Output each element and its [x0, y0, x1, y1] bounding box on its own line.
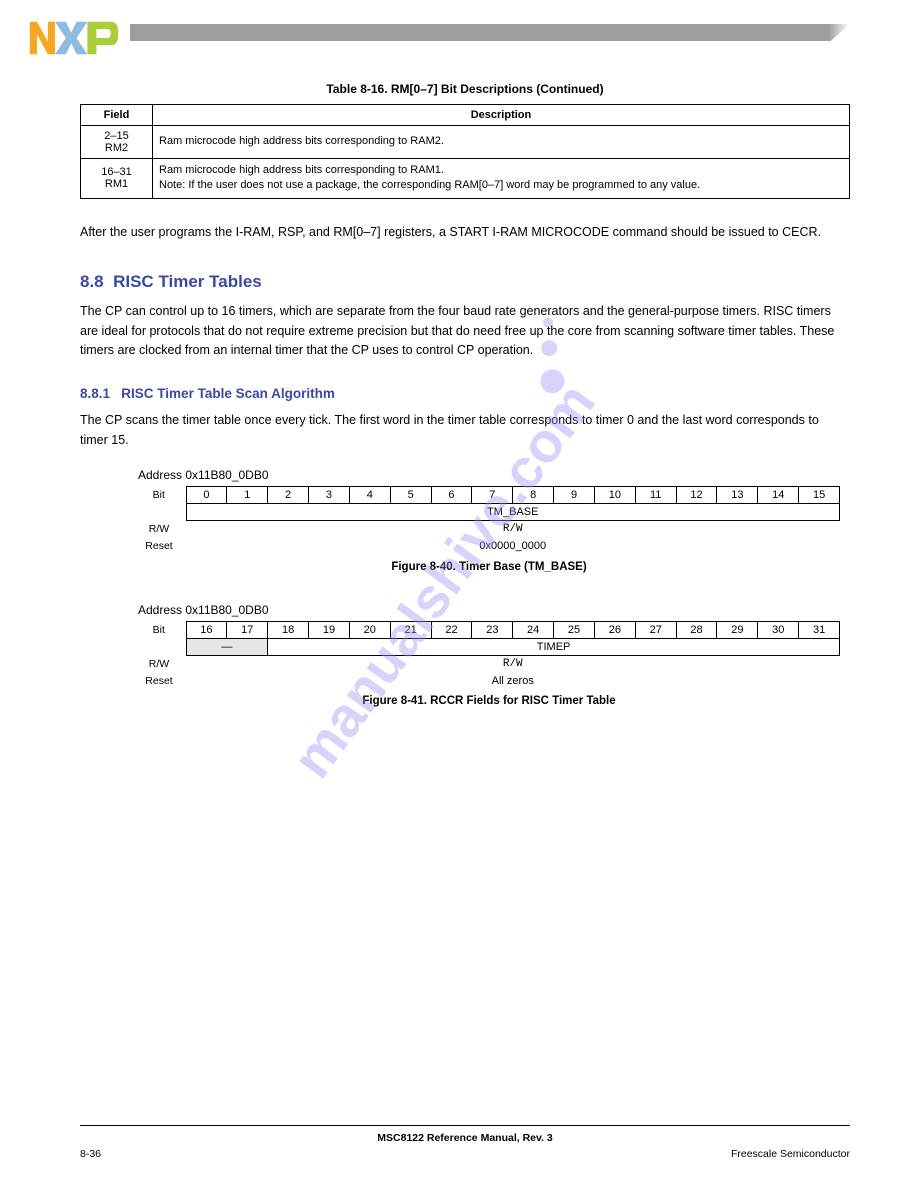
bit-row-label: Bit	[138, 621, 186, 638]
bit-cell: 27	[635, 621, 676, 638]
table-row: 2–15 RM2 Ram microcode high address bits…	[81, 126, 850, 159]
paragraph: After the user programs the I-RAM, RSP, …	[80, 223, 850, 242]
footer-page-number: 8-36	[80, 1148, 101, 1160]
reset-value: 0x0000_0000	[186, 538, 840, 555]
bit-cell: 26	[594, 621, 635, 638]
bit-cell: 17	[227, 621, 268, 638]
nxp-logo	[28, 18, 118, 58]
rw-row-label: R/W	[138, 521, 186, 538]
table-cell-desc: Ram microcode high address bits correspo…	[153, 159, 850, 199]
section-title: RISC Timer Tables	[113, 272, 262, 291]
bit-cell: 7	[472, 487, 513, 504]
bit-cell: 5	[390, 487, 431, 504]
table-row: R/W R/W	[138, 521, 840, 538]
rw-value: R/W	[186, 521, 840, 538]
header-horizontal-bar	[130, 24, 850, 41]
bit-cell: 16	[186, 621, 227, 638]
bit-cell: 30	[758, 621, 799, 638]
bit-cell: 0	[186, 487, 227, 504]
field-name-cell: TM_BASE	[186, 504, 840, 521]
section-body: The CP can control up to 16 timers, whic…	[80, 302, 850, 360]
table-cell-desc: Ram microcode high address bits correspo…	[153, 126, 850, 159]
table-16-title: Table 8-16. RM[0–7] Bit Descriptions (Co…	[80, 82, 850, 96]
bit-cell: 1	[227, 487, 268, 504]
bit-cell: 24	[513, 621, 554, 638]
table-cell-field: 2–15 RM2	[81, 126, 153, 159]
table-row: R/W R/W	[138, 655, 840, 672]
rw-row-label: R/W	[138, 655, 186, 672]
subsection-body: The CP scans the timer table once every …	[80, 411, 850, 450]
field-name-cell: TIMEP	[268, 638, 840, 655]
bit-cell: 14	[758, 487, 799, 504]
bit-cell: 13	[717, 487, 758, 504]
bit-cell: 23	[472, 621, 513, 638]
bit-cell: 9	[554, 487, 595, 504]
page-content: Table 8-16. RM[0–7] Bit Descriptions (Co…	[80, 82, 850, 707]
rw-value: R/W	[186, 655, 840, 672]
reset-row-label: Reset	[138, 538, 186, 555]
bit-cell: 4	[349, 487, 390, 504]
rm-bit-table: Field Description 2–15 RM2 Ram microcode…	[80, 104, 850, 199]
register-figure-2: Address 0x11B80_0DB0 Bit 16 17 18 19 20 …	[138, 603, 840, 708]
bit-cell: 20	[349, 621, 390, 638]
table-row: Reset 0x0000_0000	[138, 538, 840, 555]
reset-row-label: Reset	[138, 672, 186, 689]
register-figure-1: Address 0x11B80_0DB0 Bit 0 1 2 3 4 5 6 7…	[138, 468, 840, 573]
figure-caption: Figure 8-40. Timer Base (TM_BASE)	[138, 561, 840, 573]
table-row: Bit 0 1 2 3 4 5 6 7 8 9 10 11 12 13 14 1…	[138, 487, 840, 504]
bit-cell: 28	[676, 621, 717, 638]
reserved-cell: —	[186, 638, 268, 655]
table-row: 16–31 RM1 Ram microcode high address bit…	[81, 159, 850, 199]
bit-cell: 22	[431, 621, 472, 638]
page-footer: MSC8122 Reference Manual, Rev. 3 8-36 Fr…	[80, 1125, 850, 1160]
footer-row: 8-36 Freescale Semiconductor	[80, 1148, 850, 1160]
subsection-number: 8.8.1	[80, 386, 110, 401]
bit-cell: 25	[554, 621, 595, 638]
post-table-note: After the user programs the I-RAM, RSP, …	[80, 223, 850, 242]
bit-cell: 6	[431, 487, 472, 504]
subsection-heading: 8.8.1 RISC Timer Table Scan Algorithm	[80, 386, 850, 401]
field-row-label	[138, 504, 186, 521]
field-row-label	[138, 638, 186, 655]
table-row: Bit 16 17 18 19 20 21 22 23 24 25 26 27 …	[138, 621, 840, 638]
reset-value: All zeros	[186, 672, 840, 689]
bit-cell: 15	[799, 487, 840, 504]
table-header-field: Field	[81, 105, 153, 126]
nxp-logo-svg	[28, 18, 118, 58]
bit-row-label: Bit	[138, 487, 186, 504]
register-address: Address 0x11B80_0DB0	[138, 468, 840, 482]
bit-cell: 11	[635, 487, 676, 504]
table-row: Reset All zeros	[138, 672, 840, 689]
table-cell-field: 16–31 RM1	[81, 159, 153, 199]
bit-cell: 21	[390, 621, 431, 638]
section-heading: 8.8 RISC Timer Tables	[80, 272, 850, 292]
bit-cell: 10	[594, 487, 635, 504]
figure-caption: Figure 8-41. RCCR Fields for RISC Timer …	[138, 695, 840, 707]
bit-cell: 31	[799, 621, 840, 638]
table-row: Field Description	[81, 105, 850, 126]
bit-cell: 12	[676, 487, 717, 504]
bit-cell: 2	[268, 487, 309, 504]
subsection-title: RISC Timer Table Scan Algorithm	[121, 386, 335, 401]
section-number: 8.8	[80, 272, 104, 291]
footer-doc-title: MSC8122 Reference Manual, Rev. 3	[80, 1132, 850, 1144]
bit-cell: 3	[309, 487, 350, 504]
bit-cell: 8	[513, 487, 554, 504]
footer-company: Freescale Semiconductor	[731, 1148, 850, 1160]
bit-cell: 18	[268, 621, 309, 638]
bit-cell: 19	[309, 621, 350, 638]
bit-cell: 29	[717, 621, 758, 638]
table-row: — TIMEP	[138, 638, 840, 655]
register-table: Bit 0 1 2 3 4 5 6 7 8 9 10 11 12 13 14 1…	[138, 486, 840, 555]
register-address: Address 0x11B80_0DB0	[138, 603, 840, 617]
register-table: Bit 16 17 18 19 20 21 22 23 24 25 26 27 …	[138, 621, 840, 690]
table-row: TM_BASE	[138, 504, 840, 521]
table-header-desc: Description	[153, 105, 850, 126]
